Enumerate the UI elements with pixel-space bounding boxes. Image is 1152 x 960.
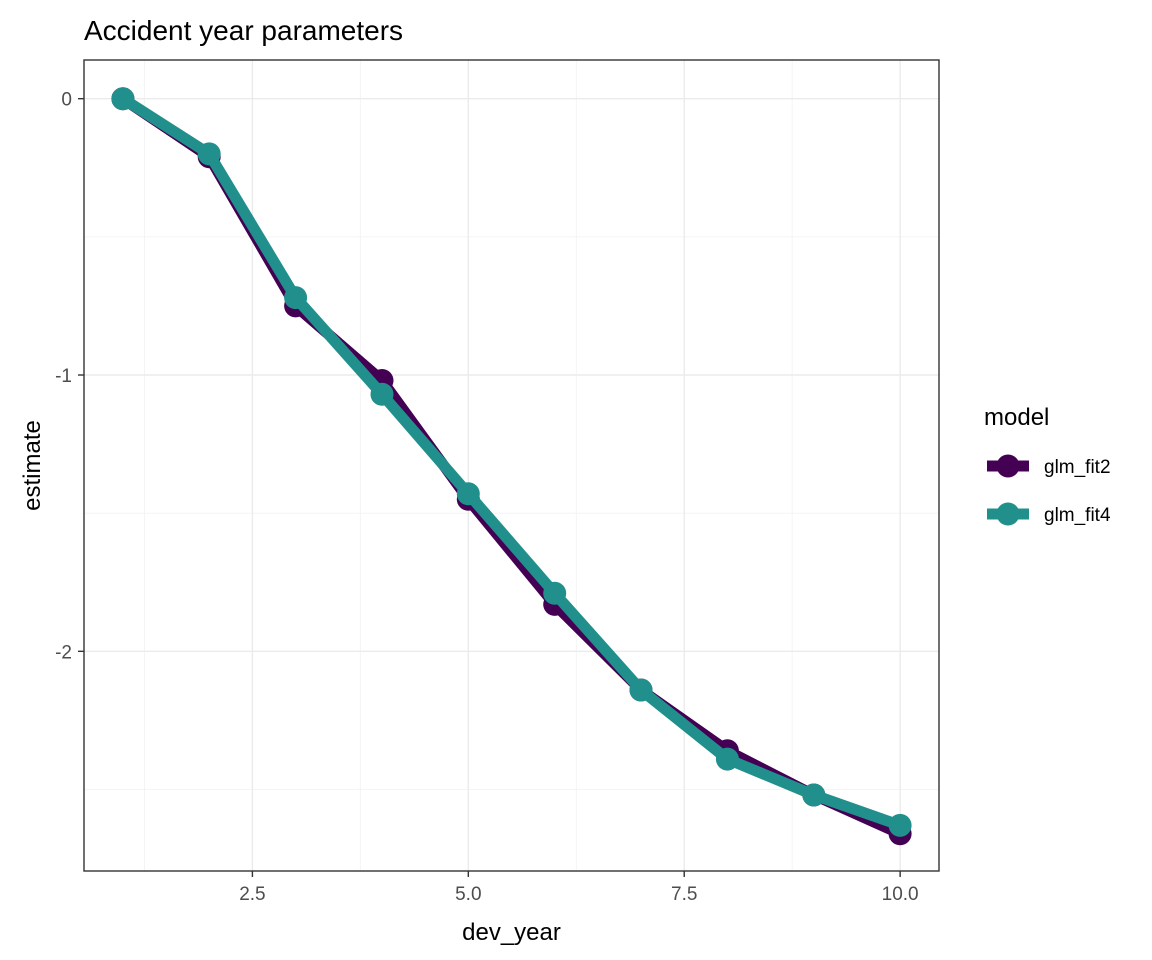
data-point-glm_fit4 xyxy=(111,87,135,111)
axes: 2.5 5.0 7.5 10.0 0 -1 -2 xyxy=(55,90,919,905)
legend-key-point-glm_fit2 xyxy=(996,454,1020,478)
data-point-glm_fit4 xyxy=(543,581,567,605)
x-tick-label: 7.5 xyxy=(671,884,697,905)
plot-series xyxy=(111,87,912,846)
grid-lines xyxy=(84,60,939,871)
plot-panel-border xyxy=(83,59,940,872)
legend-label-glm_fit2: glm_fit2 xyxy=(1044,457,1111,478)
data-point-glm_fit4 xyxy=(888,813,912,837)
series-line-glm_fit4 xyxy=(119,94,902,831)
legend: model glm_fit2 glm_fit4 xyxy=(984,404,1111,526)
x-tick-label: 2.5 xyxy=(239,884,265,905)
data-point-glm_fit4 xyxy=(370,382,394,406)
x-tick-label: 5.0 xyxy=(455,884,481,905)
legend-items: glm_fit2 glm_fit4 xyxy=(987,454,1111,526)
data-point-glm_fit4 xyxy=(715,747,739,771)
legend-title: model xyxy=(984,404,1049,431)
data-point-glm_fit4 xyxy=(802,783,826,807)
x-tick-label: 10.0 xyxy=(882,884,919,905)
x-axis-title: dev_year xyxy=(462,919,561,946)
data-point-glm_fit4 xyxy=(456,482,480,506)
legend-label-glm_fit4: glm_fit4 xyxy=(1044,505,1111,526)
y-tick-label: 0 xyxy=(61,90,72,111)
data-point-glm_fit4 xyxy=(629,678,653,702)
data-point-glm_fit4 xyxy=(197,142,221,166)
y-axis-title: estimate xyxy=(19,420,46,511)
y-tick-label: -1 xyxy=(55,366,72,387)
y-tick-label: -2 xyxy=(55,642,72,663)
data-point-glm_fit4 xyxy=(284,286,308,310)
legend-key-point-glm_fit4 xyxy=(996,502,1020,526)
chart-title: Accident year parameters xyxy=(84,15,403,46)
